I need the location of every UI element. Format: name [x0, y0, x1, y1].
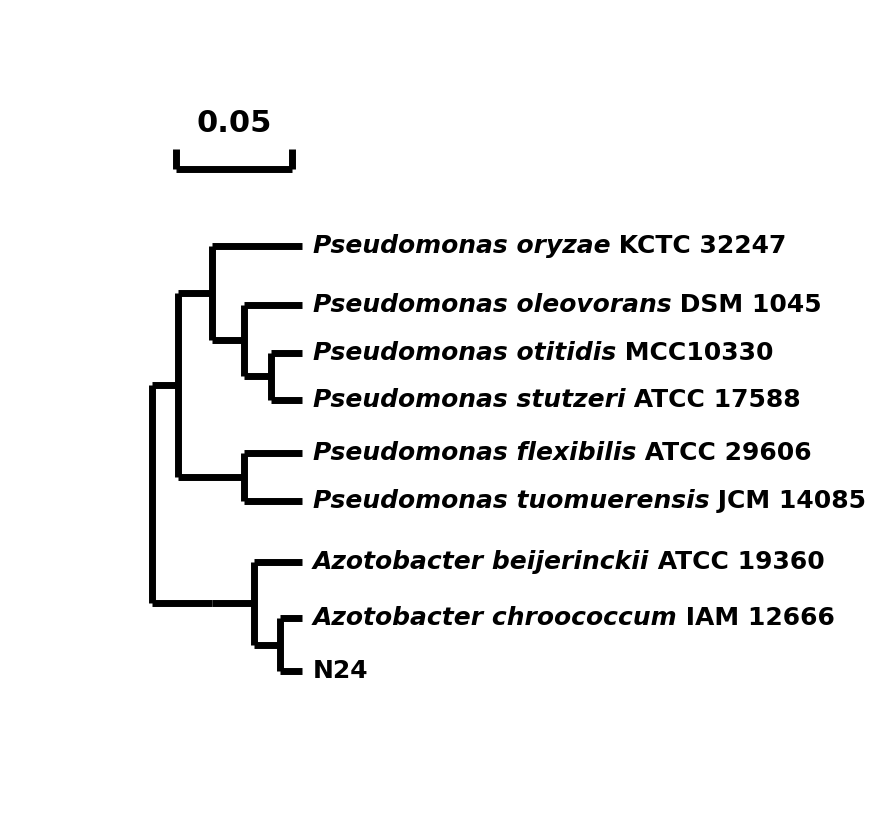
Text: Azotobacter chroococcum: Azotobacter chroococcum	[313, 606, 677, 630]
Text: Azotobacter beijerinckii: Azotobacter beijerinckii	[313, 550, 649, 574]
Text: Pseudomonas tuomuerensis: Pseudomonas tuomuerensis	[313, 489, 709, 512]
Text: Pseudomonas oryzae: Pseudomonas oryzae	[313, 234, 610, 259]
Text: ATCC 19360: ATCC 19360	[649, 550, 825, 574]
Text: ATCC 17588: ATCC 17588	[625, 387, 801, 412]
Text: Pseudomonas oleovorans: Pseudomonas oleovorans	[313, 292, 671, 317]
Text: Pseudomonas otitidis: Pseudomonas otitidis	[313, 341, 616, 365]
Text: JCM 14085: JCM 14085	[709, 489, 866, 512]
Text: 0.05: 0.05	[196, 108, 271, 138]
Text: KCTC 32247: KCTC 32247	[610, 234, 787, 259]
Text: IAM 12666: IAM 12666	[677, 606, 835, 630]
Text: Pseudomonas stutzeri: Pseudomonas stutzeri	[313, 387, 625, 412]
Text: N24: N24	[313, 659, 369, 683]
Text: MCC10330: MCC10330	[616, 341, 774, 365]
Text: Pseudomonas flexibilis: Pseudomonas flexibilis	[313, 441, 636, 465]
Text: DSM 1045: DSM 1045	[671, 292, 822, 317]
Text: ATCC 29606: ATCC 29606	[636, 441, 812, 465]
